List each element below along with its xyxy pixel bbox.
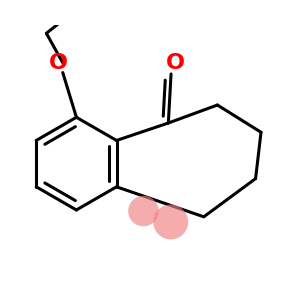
Circle shape: [128, 196, 159, 226]
Text: O: O: [49, 53, 68, 73]
Text: O: O: [166, 53, 185, 73]
Circle shape: [153, 205, 188, 239]
